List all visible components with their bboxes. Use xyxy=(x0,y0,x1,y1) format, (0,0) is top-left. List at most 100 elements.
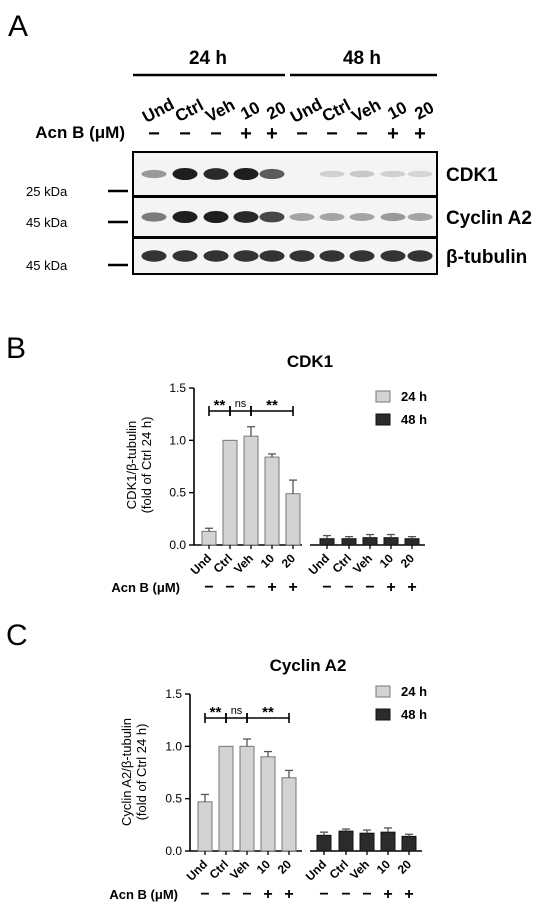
chart-c-treatment-label: Acn B (μM) xyxy=(109,887,178,902)
legend-swatch xyxy=(375,685,391,698)
x-tick-label: 10 xyxy=(254,857,274,877)
legend-label: 24 h xyxy=(401,684,427,699)
blot-band xyxy=(407,213,433,221)
x-tick-label: 10 xyxy=(374,857,394,877)
wb-treatment-label: Acn B (μM) xyxy=(35,123,125,142)
panel-letter-b: B xyxy=(6,332,26,365)
blot-band xyxy=(319,213,345,221)
bar xyxy=(380,831,396,852)
blot-band xyxy=(380,212,406,222)
y-tick-label: 0.5 xyxy=(165,792,182,806)
blot-band xyxy=(172,167,198,181)
bar xyxy=(401,835,417,852)
treatment-sign: + xyxy=(267,579,276,596)
x-tick-label: 10 xyxy=(377,551,397,571)
significance-label: ** xyxy=(266,397,278,414)
blot-marker-label: 45 kDa xyxy=(26,215,68,230)
wb-lane-label: Veh xyxy=(348,95,384,126)
wb-treatment-sign: − xyxy=(326,123,338,145)
blot-band xyxy=(172,250,198,262)
blot-strip-1: Cyclin A2 45 kDa xyxy=(26,196,532,238)
legend-label: 24 h xyxy=(401,389,427,404)
wb-treatment-sign: + xyxy=(414,123,426,145)
x-tick-label: Ctrl xyxy=(330,551,355,576)
x-tick-label: Und xyxy=(184,857,210,883)
wb-treatment-sign: − xyxy=(356,123,368,145)
y-tick-label: 0.5 xyxy=(169,486,186,500)
x-tick-label: Veh xyxy=(347,857,372,882)
blot-band xyxy=(233,167,259,181)
x-tick-label: 20 xyxy=(275,857,295,877)
blot-band xyxy=(407,250,433,262)
treatment-sign: + xyxy=(404,886,413,903)
wb-lane-label: 20 xyxy=(411,98,437,124)
bar xyxy=(359,832,375,852)
blot-protein-label: Cyclin A2 xyxy=(446,208,532,229)
bar xyxy=(218,745,234,852)
chart-c-ylabel-line2: (fold of Ctrl 24 h) xyxy=(134,724,149,821)
blot-band xyxy=(259,168,285,180)
blot-band xyxy=(141,169,167,179)
blot-strip-0: CDK1 25 kDa xyxy=(26,151,498,199)
blot-band xyxy=(203,210,229,224)
blot-band xyxy=(233,250,259,262)
treatment-sign: − xyxy=(362,886,371,903)
treatment-sign: − xyxy=(242,886,251,903)
treatment-sign: + xyxy=(284,886,293,903)
significance-label: ns xyxy=(235,398,247,410)
chart-c-ylabel-line1: Cyclin A2/β-tubulin xyxy=(119,718,134,826)
blot-band xyxy=(289,250,315,262)
chart-b-ylabel-line2: (fold of Ctrl 24 h) xyxy=(139,417,154,514)
bar xyxy=(338,830,354,852)
wb-treatment-signs: − − − + + − − − + + xyxy=(148,123,426,145)
wb-lane-label: 20 xyxy=(263,98,289,124)
blot-band xyxy=(259,211,285,223)
chart-b-ylabel-line1: CDK1/β-tubulin xyxy=(124,421,139,509)
wb-blot-strips: CDK1 25 kDa Cyclin A2 45 kDa β-tubulin 45 kDa xyxy=(26,151,532,275)
panel-letter-a: A xyxy=(8,10,28,43)
wb-treatment-sign: + xyxy=(240,123,252,145)
bar xyxy=(243,435,259,546)
timepoint-label-48h: 48 h xyxy=(343,48,381,69)
x-tick-label: Ctrl xyxy=(207,857,232,882)
blot-band xyxy=(349,250,375,262)
x-tick-label: 20 xyxy=(279,551,299,571)
blot-protein-label: β-tubulin xyxy=(446,247,527,268)
bar xyxy=(319,538,335,546)
bar xyxy=(264,456,280,546)
legend-swatch xyxy=(375,390,391,403)
y-tick-label: 1.0 xyxy=(169,433,186,447)
significance-label: ** xyxy=(214,397,226,414)
blot-band xyxy=(349,170,375,178)
bar xyxy=(404,538,420,546)
bar xyxy=(239,745,255,852)
legend-label: 48 h xyxy=(401,412,427,427)
x-tick-label: 20 xyxy=(395,857,415,877)
bar xyxy=(281,777,297,852)
chart-b-title: CDK1 xyxy=(287,352,333,371)
blot-protein-label: CDK1 xyxy=(446,165,498,186)
treatment-sign: − xyxy=(341,886,350,903)
y-tick-label: 1.0 xyxy=(165,739,182,753)
y-tick-label: 0.0 xyxy=(165,844,182,858)
blot-band xyxy=(141,250,167,262)
x-tick-label: Veh xyxy=(350,551,375,576)
treatment-sign: − xyxy=(322,579,331,596)
blot-band xyxy=(349,213,375,221)
blot-marker-label: 25 kDa xyxy=(26,184,68,199)
x-tick-label: Ctrl xyxy=(327,857,352,882)
bar xyxy=(341,538,357,546)
bar xyxy=(222,439,238,546)
x-tick-label: Und xyxy=(306,551,332,577)
treatment-sign: + xyxy=(386,579,395,596)
treatment-sign: − xyxy=(344,579,353,596)
treatment-sign: + xyxy=(383,886,392,903)
chart-b-treatment-label: Acn B (μM) xyxy=(111,580,180,595)
wb-lane-label: 10 xyxy=(384,98,410,124)
blot-band xyxy=(289,213,315,221)
wb-treatment-sign: − xyxy=(179,123,191,145)
treatment-sign: − xyxy=(221,886,230,903)
